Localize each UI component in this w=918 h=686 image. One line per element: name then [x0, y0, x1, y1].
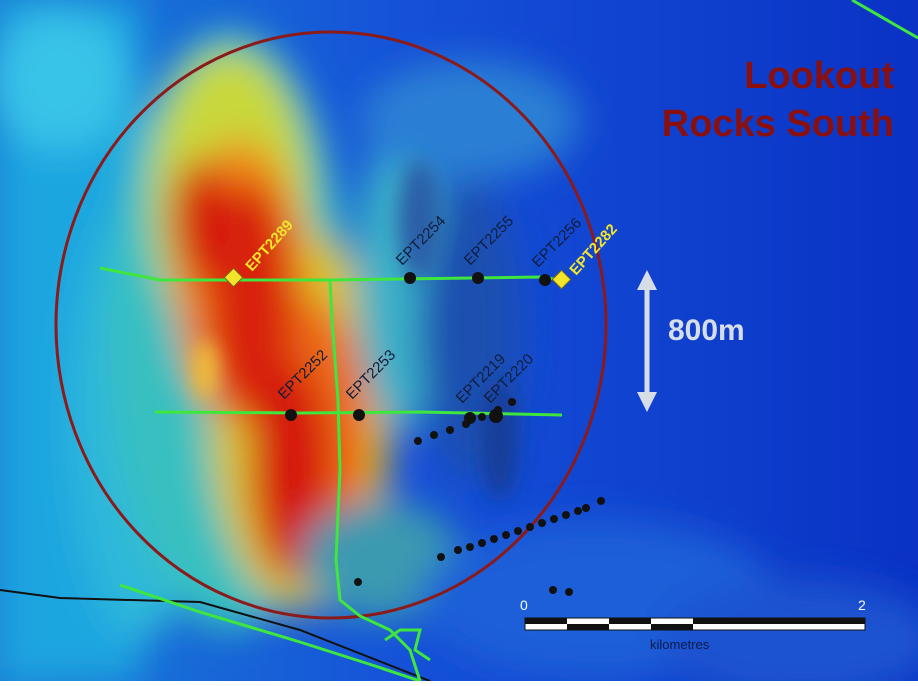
drillhole-series-upper [414, 398, 516, 445]
drillhole-EPT2252 [285, 409, 297, 421]
anomaly-detail [193, 160, 518, 500]
scale-unit-label: kilometres [650, 637, 710, 652]
drillhole-EPT2255 [472, 272, 484, 284]
target-circle [54, 30, 608, 620]
marker-EPT2282 [551, 269, 572, 290]
drillhole-dots [285, 272, 605, 596]
drillhole-series-lower [437, 497, 605, 561]
map-title-line1: Lookout [744, 55, 894, 97]
drillhole-isolated [565, 588, 573, 596]
drillhole-EPT2253 [353, 409, 365, 421]
drillhole-EPT2254 [404, 272, 416, 284]
drillhole-EPT2256 [539, 274, 551, 286]
corner-line [851, 0, 918, 40]
scale-end-label: 2 [858, 597, 866, 613]
marker-EPT2289 [223, 267, 244, 288]
drillhole-isolated [549, 586, 557, 594]
boundary-line [0, 589, 431, 682]
distance-label: 800m [668, 314, 745, 347]
highlighted-markers [223, 267, 572, 290]
map-title: Lookout Rocks South [594, 52, 894, 148]
drillhole-isolated [354, 578, 362, 586]
map-title-line2: Rocks South [661, 103, 894, 145]
distance-arrow-icon [637, 270, 657, 412]
scale-bar [524, 617, 866, 631]
scale-start-label: 0 [520, 597, 528, 613]
